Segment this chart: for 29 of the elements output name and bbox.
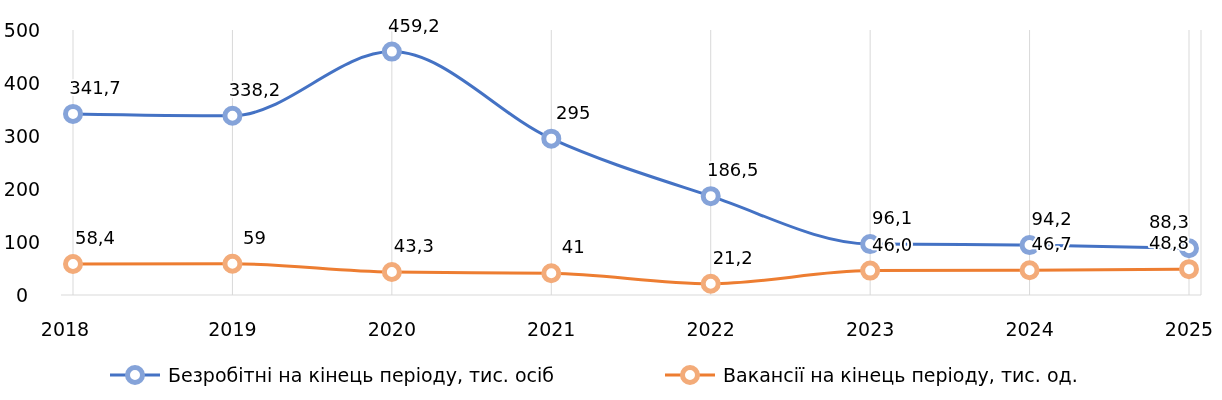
x-tick-label: 2025 [1164, 318, 1214, 340]
data-label: 186,5 [706, 159, 759, 181]
y-tick-label: 500 [3, 19, 41, 41]
data-label: 295 [556, 101, 591, 123]
data-label: 41 [561, 236, 585, 258]
y-tick-label: 100 [3, 231, 41, 253]
x-tick-label: 2022 [686, 318, 735, 340]
legend-label: Безробітні на кінець періоду, тис. осіб [168, 364, 555, 386]
data-label: 88,3 [1148, 211, 1189, 233]
data-label: 58,4 [74, 227, 116, 249]
data-label: 94,2 [1031, 208, 1072, 230]
data-label: 96,1 [872, 207, 913, 229]
legend-label: Вакансії на кінець періоду, тис. од. [723, 364, 1078, 386]
data-label: 341,7 [69, 76, 121, 98]
y-tick-label: 300 [3, 125, 41, 147]
x-tick-label: 2021 [527, 318, 576, 340]
x-tick-label: 2018 [40, 318, 90, 340]
data-label: 21,2 [712, 246, 753, 268]
x-tick-label: 2023 [845, 318, 895, 340]
y-tick-label: 200 [3, 178, 41, 200]
y-tick-label: 0 [15, 284, 29, 306]
x-tick-label: 2024 [1005, 318, 1054, 340]
data-label: 459,2 [388, 14, 440, 36]
data-label: 43,3 [393, 235, 434, 257]
data-label: 59 [242, 226, 266, 248]
y-tick-label: 400 [3, 72, 41, 94]
x-tick-label: 2020 [367, 318, 417, 340]
data-label: 338,2 [228, 78, 281, 100]
x-tick-label: 2019 [208, 318, 257, 340]
